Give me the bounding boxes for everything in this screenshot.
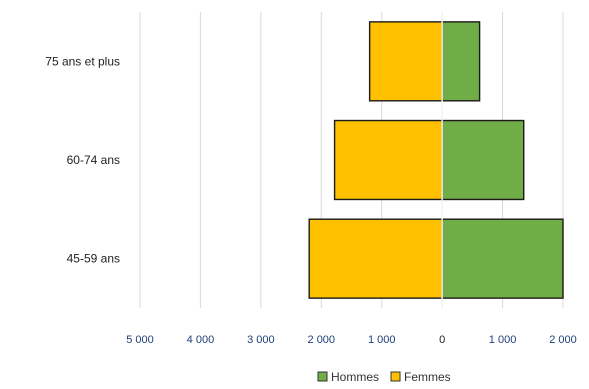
category-label-2: 75 ans et plus: [45, 54, 120, 68]
bar-hommes-2: [441, 21, 481, 102]
tick-label-4: 1 000: [368, 334, 396, 346]
legend-label-hommes: Hommes: [331, 370, 379, 384]
bar-femmes-0: [308, 218, 443, 299]
tick-label-2: 3 000: [247, 334, 275, 346]
bar-femmes-1: [333, 119, 443, 201]
tick-label-0: 5 000: [126, 334, 154, 346]
bars: [308, 21, 564, 299]
bar-hommes-0: [441, 218, 564, 299]
category-label-0: 45-59 ans: [67, 252, 120, 266]
category-axis-labels: 45-59 ans 60-74 ans 75 ans et plus: [45, 54, 120, 265]
tick-label-3: 2 000: [308, 334, 336, 346]
bar-femmes-2: [368, 21, 443, 102]
legend-swatch-hommes: [317, 371, 328, 382]
bar-hommes-1: [441, 119, 525, 201]
value-axis-tick-labels: 5 000 4 000 3 000 2 000 1 000 0 1 000 2 000: [126, 334, 577, 346]
legend-swatch-femmes: [390, 371, 401, 382]
tick-label-6: 1 000: [489, 334, 517, 346]
tick-label-1: 4 000: [187, 334, 215, 346]
tick-label-7: 2 000: [549, 334, 577, 346]
legend-label-femmes: Femmes: [404, 370, 451, 384]
category-label-1: 60-74 ans: [67, 153, 120, 167]
legend: Hommes Femmes: [317, 370, 451, 384]
tick-label-5: 0: [439, 334, 445, 346]
